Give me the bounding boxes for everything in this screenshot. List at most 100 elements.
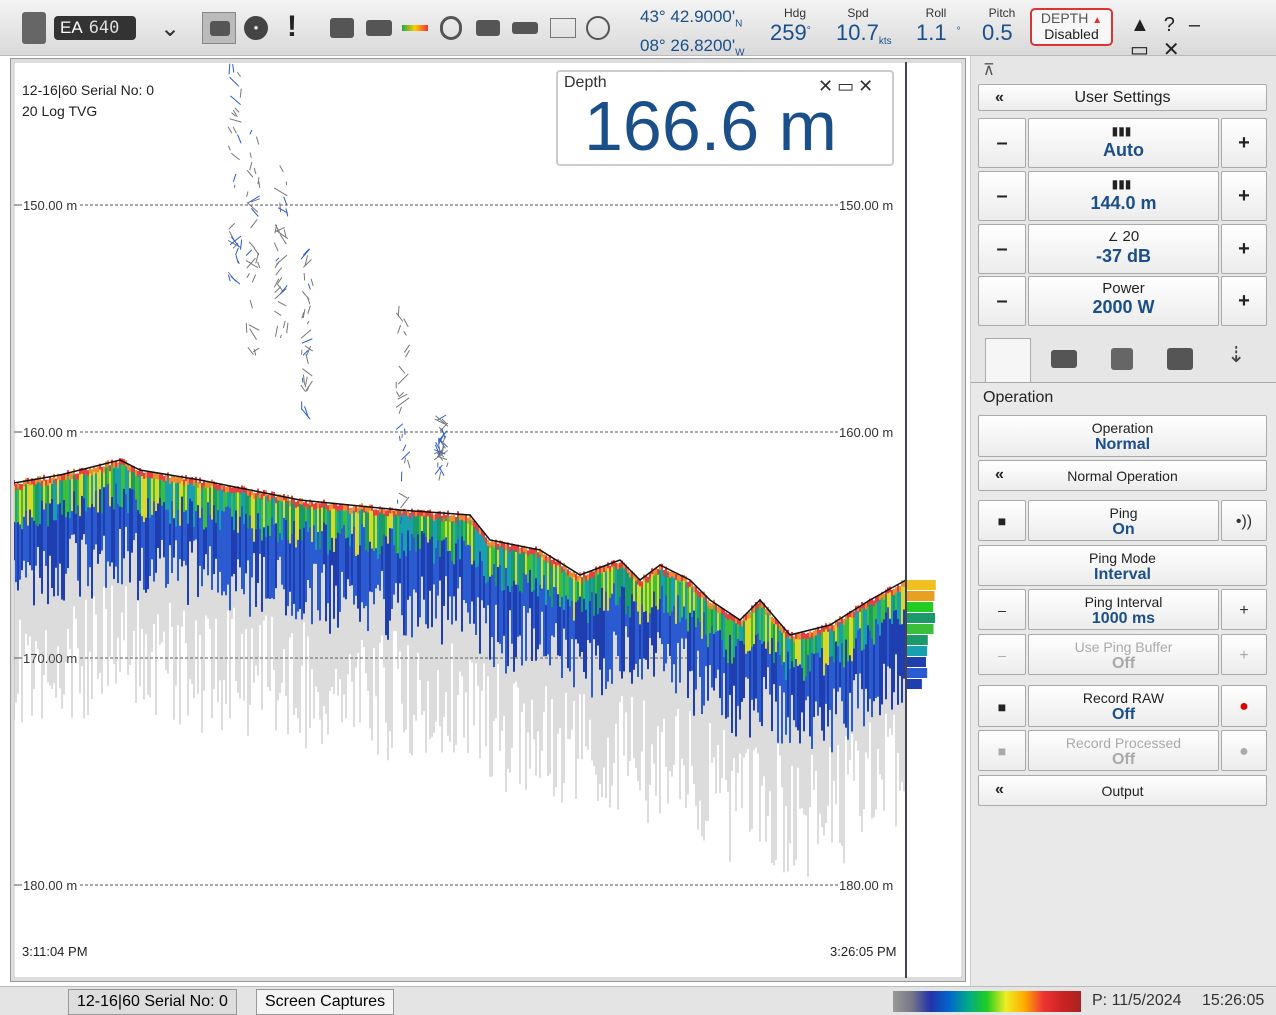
- depth-alarm[interactable]: DEPTH ▲ Disabled: [1030, 8, 1113, 46]
- fish-echo: [398, 492, 408, 499]
- plus-button[interactable]: +: [1221, 171, 1267, 221]
- range-label: 180.00 m: [839, 878, 893, 893]
- longitude: 08° 26.8200': [640, 36, 736, 56]
- fish-echo: [441, 435, 447, 444]
- seabed-line: [14, 459, 907, 636]
- fish-echo: [395, 397, 410, 408]
- operation-button[interactable]: Ping On: [1028, 500, 1219, 541]
- range-label: 160.00 m: [23, 425, 77, 440]
- minus-button[interactable]: –: [978, 118, 1026, 168]
- display-tab[interactable]: [1051, 350, 1077, 368]
- fish-echo: [300, 329, 312, 339]
- fish-echo: [446, 462, 449, 468]
- fish-echo: [245, 260, 259, 269]
- fish-echo: [300, 384, 306, 392]
- setting-value-box[interactable]: ▮▮▮ Auto: [1028, 118, 1219, 168]
- setting-value-box[interactable]: Power 2000 W: [1028, 276, 1219, 326]
- left-action[interactable]: –: [978, 589, 1026, 630]
- depth-alarm-text: DEPTH: [1040, 10, 1089, 26]
- left-action[interactable]: ■: [978, 500, 1026, 541]
- fish-echo: [304, 255, 309, 266]
- setting-icon: ∠: [1107, 230, 1119, 244]
- heading-label: Hdg: [783, 6, 806, 20]
- fish-echo: [399, 392, 404, 397]
- fish-echo: [434, 444, 441, 455]
- minus-button[interactable]: –: [978, 171, 1026, 221]
- status-bar: 12-16|60 Serial No: 0 Screen Captures P:…: [0, 986, 1276, 1015]
- roll-label: Roll: [925, 6, 947, 20]
- operation-tab[interactable]: [985, 338, 1031, 382]
- operation-button[interactable]: Record RAW Off: [1028, 685, 1219, 727]
- operation-button[interactable]: « Output: [978, 775, 1267, 806]
- fish-echo: [247, 347, 254, 356]
- channel-tab[interactable]: 12-16|60 Serial No: 0: [68, 989, 237, 1015]
- lat-hemisphere: N: [735, 18, 743, 30]
- spectrum-bar: [906, 668, 928, 678]
- fish-echo: [304, 376, 308, 388]
- minus-button[interactable]: –: [978, 224, 1026, 274]
- left-action[interactable]: ■: [978, 685, 1026, 727]
- plus-button[interactable]: +: [1221, 276, 1267, 326]
- fish-echo: [248, 324, 260, 331]
- minus-button[interactable]: –: [978, 276, 1026, 326]
- fish-echo: [441, 428, 446, 439]
- captures-tab[interactable]: Screen Captures: [256, 989, 395, 1015]
- fish-echo: [300, 248, 311, 260]
- right-action[interactable]: ●: [1221, 685, 1267, 727]
- fish-echo: [273, 242, 279, 252]
- operation-button[interactable]: Operation Normal: [978, 415, 1267, 457]
- operation-button[interactable]: Ping Interval 1000 ms: [1028, 589, 1219, 630]
- logo: EA: [60, 18, 83, 37]
- operation-button[interactable]: Ping Mode Interval: [978, 545, 1267, 586]
- fish-echo: [436, 414, 447, 421]
- collapse-button[interactable]: ⌄: [160, 15, 181, 42]
- setting-value-box[interactable]: ∠ 20 -37 dB: [1028, 224, 1219, 274]
- install-tab[interactable]: ⇣: [1227, 342, 1246, 367]
- setting-icon: ▮▮▮: [1111, 177, 1132, 191]
- fish-echo: [301, 377, 304, 383]
- user-settings-button[interactable]: «User Settings: [978, 84, 1267, 111]
- readout-controls[interactable]: ✕▭✕: [818, 76, 878, 96]
- window-controls[interactable]: ▲?–▭✕: [1130, 14, 1215, 61]
- plus-button[interactable]: +: [1221, 224, 1267, 274]
- pitch-label: Pitch: [988, 6, 1016, 20]
- button-value: Off: [1111, 655, 1136, 672]
- right-action[interactable]: +: [1221, 589, 1267, 630]
- heading: Hdg 259°: [770, 6, 820, 46]
- fish-echo: [397, 510, 402, 515]
- kongsberg-logo: [22, 12, 46, 44]
- fish-echo: [302, 368, 313, 377]
- alarm-button[interactable]: !: [287, 10, 297, 43]
- fish-echo: [251, 207, 259, 217]
- setting-label: Power: [1102, 280, 1145, 297]
- fish-echo: [397, 393, 408, 400]
- right-action[interactable]: •)): [1221, 500, 1267, 541]
- record-button[interactable]: ●: [244, 16, 268, 40]
- plus-button[interactable]: +: [1221, 118, 1267, 168]
- fish-echo: [303, 272, 306, 281]
- right-action: +: [1221, 634, 1267, 675]
- layout-tab[interactable]: [1167, 348, 1193, 370]
- button-label: Record Processed: [1065, 735, 1182, 751]
- fish-echo: [230, 236, 240, 248]
- fish-echo: [302, 308, 306, 319]
- setup-tab[interactable]: [1111, 348, 1133, 370]
- pin-icon[interactable]: ⊼: [983, 62, 995, 79]
- spectrum-bar: [906, 613, 936, 623]
- speed-value: 10.7: [836, 20, 879, 45]
- fish-echo: [433, 449, 446, 455]
- fish-echo: [276, 230, 289, 240]
- operation-button[interactable]: « Normal Operation: [978, 460, 1267, 491]
- fish-echo: [441, 418, 448, 425]
- fish-echo: [274, 325, 279, 337]
- toolbar: EA 640 ⌄ ● ! 43° 42.9000'N 08° 26.8200'W …: [0, 0, 1276, 61]
- fish-echo: [236, 71, 241, 77]
- left-action: ■: [978, 730, 1026, 771]
- setting-value-box[interactable]: ▮▮▮ 144.0 m: [1028, 171, 1219, 221]
- user-settings: User Settings: [1074, 89, 1171, 106]
- roll: Roll 1.1 °: [916, 6, 976, 46]
- fish-echo: [283, 229, 287, 238]
- camera-button[interactable]: [202, 12, 236, 44]
- fish-echo: [247, 195, 261, 204]
- fish-echo: [277, 277, 283, 284]
